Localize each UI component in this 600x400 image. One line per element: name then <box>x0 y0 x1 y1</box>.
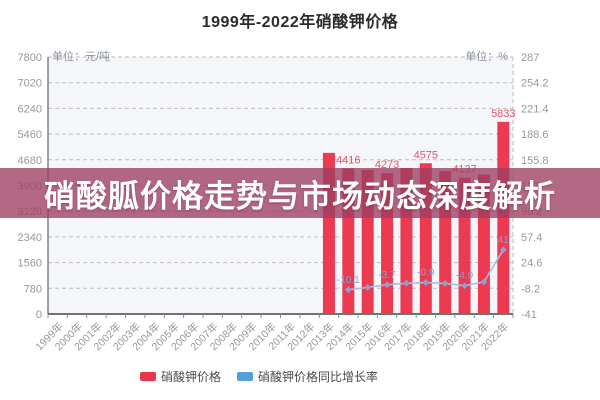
right-axis-unit-label: 单位：% <box>465 51 508 63</box>
growth-marker[interactable] <box>441 280 449 287</box>
legend-label-growth: 硝酸钾价格同比增长率 <box>258 370 379 384</box>
left-axis-tick-label: 780 <box>24 283 42 295</box>
right-axis-tick-label: 254.2 <box>521 78 549 90</box>
price-series-swatch <box>140 372 156 381</box>
growth-marker[interactable] <box>461 282 468 290</box>
left-axis-tick-label: 6240 <box>18 103 42 115</box>
right-axis-tick-label: 24.6 <box>521 258 542 270</box>
legend: 硝酸钾价格 硝酸钾价格同比增长率 <box>140 368 378 385</box>
growth-value-label-2016年: -3.7 <box>378 270 396 281</box>
bar-value-label-2014年: 4416 <box>336 154 360 166</box>
left-axis-tick-label: 4680 <box>18 155 42 167</box>
growth-value-label-2020年: -4.9 <box>456 271 474 282</box>
right-axis-tick-label: 57.4 <box>521 232 542 244</box>
right-axis-tick-label: 188.6 <box>521 129 549 141</box>
left-axis-tick-label: 2340 <box>18 232 42 244</box>
growth-marker[interactable] <box>480 278 488 286</box>
right-axis-tick-label: 221.4 <box>521 103 549 115</box>
left-axis-unit-label: 单位：元/吨 <box>52 51 111 63</box>
growth-marker[interactable] <box>383 281 391 289</box>
right-axis-tick-label: 155.8 <box>521 155 549 167</box>
headline-banner: 硝酸胍价格走势与市场动态深度解析 <box>0 168 600 218</box>
page-title: 1999年-2022年硝酸钾价格 <box>201 14 399 31</box>
growth-value-label-2018年: -0.9 <box>417 268 435 279</box>
growth-marker[interactable] <box>403 279 410 287</box>
bar-value-label-2022年: 5833 <box>491 108 515 120</box>
right-axis-tick-label: -8.2 <box>521 283 540 295</box>
legend-label-price: 硝酸钾价格 <box>161 370 222 384</box>
growth-marker[interactable] <box>344 286 352 294</box>
legend-item-price[interactable]: 硝酸钾价格 <box>140 368 221 385</box>
left-axis-tick-label: 1560 <box>18 258 42 270</box>
left-axis-tick-label: 5460 <box>18 129 42 141</box>
growth-value-label-2022年: 41 <box>498 235 510 246</box>
right-axis-tick-label: 287 <box>521 52 539 64</box>
left-axis-tick-label: 7020 <box>18 78 42 90</box>
left-axis-tick-label: 0 <box>36 309 42 321</box>
growth-marker[interactable] <box>422 279 430 286</box>
growth-marker[interactable] <box>364 283 372 291</box>
bar-value-label-2018年: 4575 <box>414 149 438 161</box>
right-axis-tick-label: -41 <box>521 309 537 321</box>
growth-series-swatch <box>237 372 254 381</box>
legend-item-growth[interactable]: 硝酸钾价格同比增长率 <box>237 368 378 385</box>
headline-text: 硝酸胍价格走势与市场动态深度解析 <box>44 178 556 214</box>
growth-marker[interactable] <box>499 246 507 254</box>
left-axis-tick-label: 7800 <box>18 52 42 64</box>
growth-value-label-2014年: -10.1 <box>337 275 360 286</box>
